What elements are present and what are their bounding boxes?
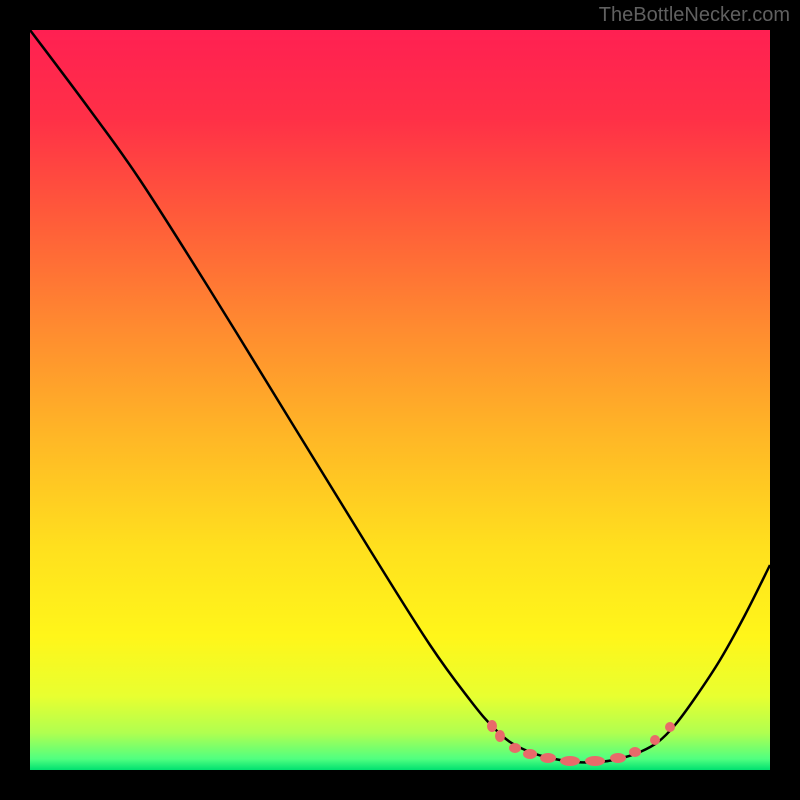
marker-point [560, 756, 580, 766]
marker-point [523, 749, 537, 759]
marker-point [540, 753, 556, 763]
marker-point [585, 756, 605, 766]
chart-background [30, 30, 770, 770]
marker-point [487, 720, 497, 732]
marker-point [495, 730, 505, 742]
chart-container [30, 30, 770, 770]
marker-point [629, 747, 641, 757]
marker-point [650, 735, 660, 745]
marker-point [665, 722, 675, 732]
marker-point [509, 743, 521, 753]
marker-point [610, 753, 626, 763]
chart-svg [30, 30, 770, 770]
watermark-text: TheBottleNecker.com [599, 4, 790, 27]
